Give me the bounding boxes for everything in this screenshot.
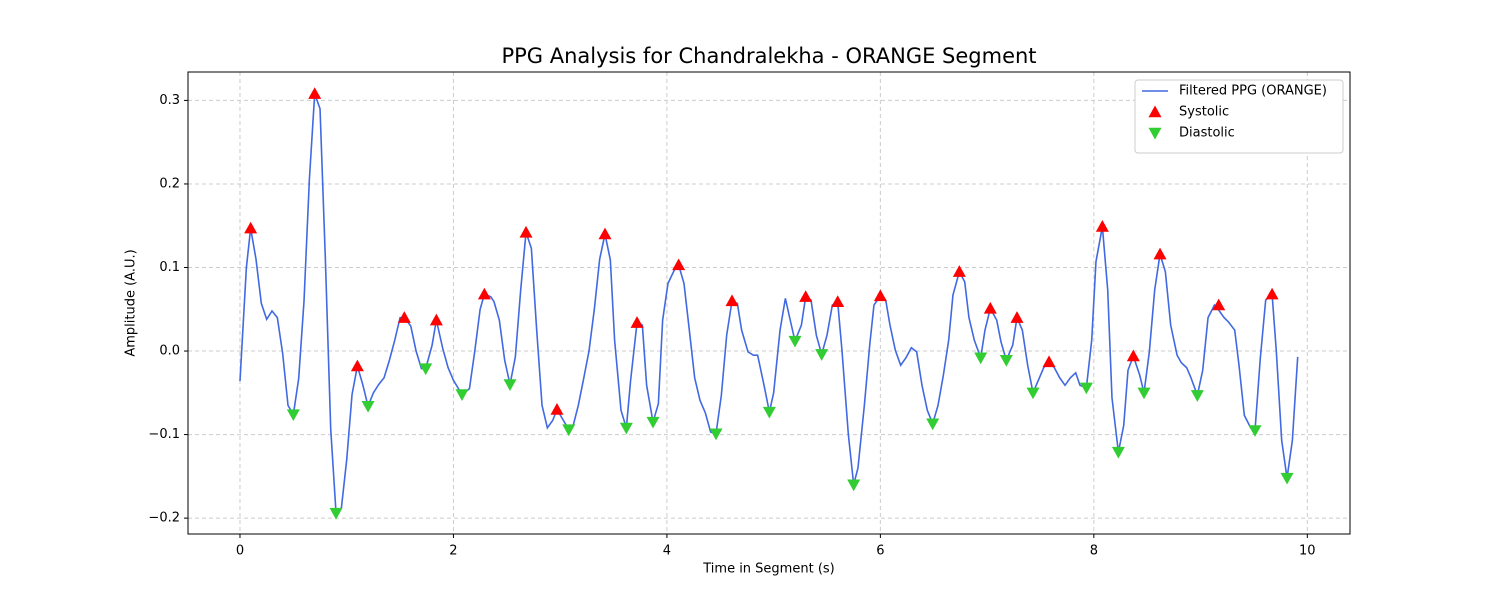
peak-marker	[1126, 349, 1140, 362]
peak-marker	[598, 227, 612, 240]
peak-marker	[503, 379, 517, 391]
peak-marker	[397, 311, 411, 323]
x-tick-label: 2	[449, 544, 457, 559]
peak-marker	[1079, 382, 1093, 395]
peak-marker	[550, 403, 564, 415]
peak-marker	[983, 301, 997, 314]
y-tick-label: −0.2	[148, 511, 180, 526]
x-tick-label: 8	[1090, 544, 1098, 559]
peak-marker	[831, 295, 845, 307]
peak-marker	[847, 479, 861, 492]
peak-marker	[873, 289, 887, 302]
legend-label: Diastolic	[1179, 126, 1235, 141]
peak-marker	[1111, 446, 1125, 459]
peak-marker	[952, 265, 966, 277]
peak-marker	[1095, 220, 1109, 232]
peak-marker	[974, 352, 988, 365]
x-tick-label: 0	[236, 544, 244, 559]
peak-marker	[286, 409, 300, 422]
peak-marker	[725, 294, 739, 307]
peak-marker	[762, 406, 776, 419]
peak-marker	[350, 359, 364, 372]
y-tick-label: 0.3	[159, 93, 180, 108]
peak-marker	[709, 428, 723, 441]
peak-marker	[477, 287, 491, 300]
y-axis-label: Amplitude (A.U.)	[124, 249, 139, 356]
peak-marker	[361, 400, 375, 413]
peak-marker	[1248, 425, 1262, 437]
y-tick-label: −0.1	[148, 427, 180, 442]
legend-label: Systolic	[1179, 105, 1229, 120]
peak-marker	[926, 418, 940, 431]
peak-marker	[455, 389, 469, 401]
ppg-line	[239, 93, 1299, 515]
y-tick-label: 0.1	[159, 260, 180, 275]
peak-marker	[1190, 390, 1204, 402]
plot-frame	[187, 71, 1351, 535]
peak-marker	[429, 313, 443, 326]
peak-marker	[308, 87, 322, 99]
peak-marker	[1137, 387, 1151, 400]
peak-marker	[519, 225, 533, 238]
peak-marker	[419, 363, 433, 376]
peak-marker	[619, 422, 633, 435]
peak-marker	[562, 424, 576, 437]
peak-marker	[1010, 311, 1024, 323]
legend-label: Filtered PPG (ORANGE)	[1179, 84, 1327, 99]
peak-marker	[1212, 298, 1226, 311]
peak-marker	[672, 258, 686, 271]
x-tick-label: 10	[1299, 544, 1316, 559]
legend-swatch	[1148, 127, 1162, 140]
peak-marker	[1026, 387, 1040, 400]
y-tick-label: 0.2	[159, 176, 180, 191]
legend-box	[1134, 79, 1344, 154]
y-tick-label: 0.0	[159, 344, 180, 359]
x-tick-label: 4	[663, 544, 671, 559]
peak-marker	[1265, 287, 1279, 300]
peak-marker	[815, 349, 829, 361]
peak-marker	[1042, 355, 1056, 368]
peak-marker	[630, 316, 644, 328]
peak-marker	[646, 416, 660, 429]
peak-marker	[1153, 247, 1167, 260]
legend-swatch	[1148, 105, 1162, 118]
peak-marker	[999, 355, 1013, 367]
x-axis-label: Time in Segment (s)	[702, 562, 834, 577]
peak-marker	[244, 221, 258, 234]
peak-marker	[799, 290, 813, 302]
peak-marker	[1280, 472, 1294, 485]
x-tick-label: 6	[876, 544, 884, 559]
peak-marker	[329, 507, 343, 520]
chart-title: PPG Analysis for Chandralekha - ORANGE S…	[501, 44, 1036, 68]
peak-marker	[788, 335, 802, 348]
